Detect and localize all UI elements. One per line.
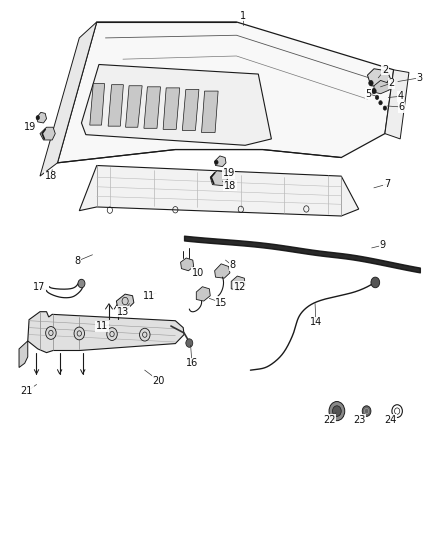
Text: 2: 2 [382, 65, 388, 75]
Polygon shape [117, 294, 134, 309]
Circle shape [332, 406, 341, 416]
Polygon shape [36, 112, 46, 123]
Circle shape [36, 116, 39, 120]
Circle shape [46, 327, 56, 340]
Text: 20: 20 [152, 376, 165, 386]
Polygon shape [385, 70, 409, 139]
Text: 4: 4 [397, 91, 403, 101]
Text: 8: 8 [229, 261, 235, 270]
Text: 3: 3 [417, 73, 423, 83]
Circle shape [140, 328, 150, 341]
Polygon shape [79, 165, 359, 216]
Polygon shape [201, 91, 218, 133]
Polygon shape [180, 258, 194, 271]
Polygon shape [90, 84, 105, 125]
Text: 11: 11 [96, 321, 108, 331]
Text: 19: 19 [223, 168, 235, 179]
Circle shape [329, 401, 345, 421]
Text: 19: 19 [24, 122, 36, 132]
Polygon shape [40, 127, 55, 140]
Circle shape [186, 339, 193, 348]
Text: 14: 14 [310, 317, 322, 327]
Polygon shape [163, 88, 180, 130]
Text: 9: 9 [380, 240, 386, 250]
Circle shape [375, 95, 379, 100]
Polygon shape [19, 341, 28, 368]
Polygon shape [182, 90, 199, 131]
Text: 12: 12 [234, 282, 246, 292]
Text: 6: 6 [399, 102, 405, 112]
Circle shape [369, 80, 373, 86]
Polygon shape [367, 69, 390, 87]
Polygon shape [40, 22, 97, 176]
Text: 18: 18 [45, 171, 57, 181]
Polygon shape [210, 171, 228, 185]
Circle shape [78, 279, 85, 288]
Circle shape [372, 88, 376, 94]
Polygon shape [57, 22, 394, 163]
Circle shape [371, 277, 380, 288]
Text: 1: 1 [240, 11, 246, 21]
Polygon shape [108, 85, 124, 126]
Text: 13: 13 [117, 306, 129, 317]
Circle shape [362, 406, 371, 416]
Text: 11: 11 [143, 290, 155, 301]
Text: 5: 5 [365, 88, 371, 99]
Text: 16: 16 [186, 358, 198, 368]
Text: 15: 15 [215, 297, 227, 308]
Polygon shape [144, 87, 160, 128]
Polygon shape [215, 264, 230, 278]
Text: 22: 22 [323, 415, 335, 425]
Polygon shape [126, 86, 142, 127]
Circle shape [107, 328, 117, 341]
Text: 24: 24 [384, 415, 396, 425]
Text: 17: 17 [33, 282, 45, 292]
Text: 7: 7 [384, 179, 390, 189]
Circle shape [215, 160, 218, 165]
Text: 21: 21 [21, 386, 33, 397]
Circle shape [74, 327, 85, 340]
Polygon shape [81, 64, 272, 146]
Polygon shape [231, 276, 245, 290]
Text: 8: 8 [74, 256, 80, 266]
Text: 23: 23 [353, 415, 366, 425]
Text: 10: 10 [192, 268, 204, 278]
Text: 18: 18 [224, 181, 236, 191]
Text: 2: 2 [389, 78, 395, 88]
Polygon shape [215, 156, 226, 166]
Circle shape [383, 106, 387, 110]
Polygon shape [28, 312, 184, 353]
Polygon shape [196, 287, 210, 301]
Circle shape [379, 101, 382, 105]
Polygon shape [374, 80, 389, 94]
